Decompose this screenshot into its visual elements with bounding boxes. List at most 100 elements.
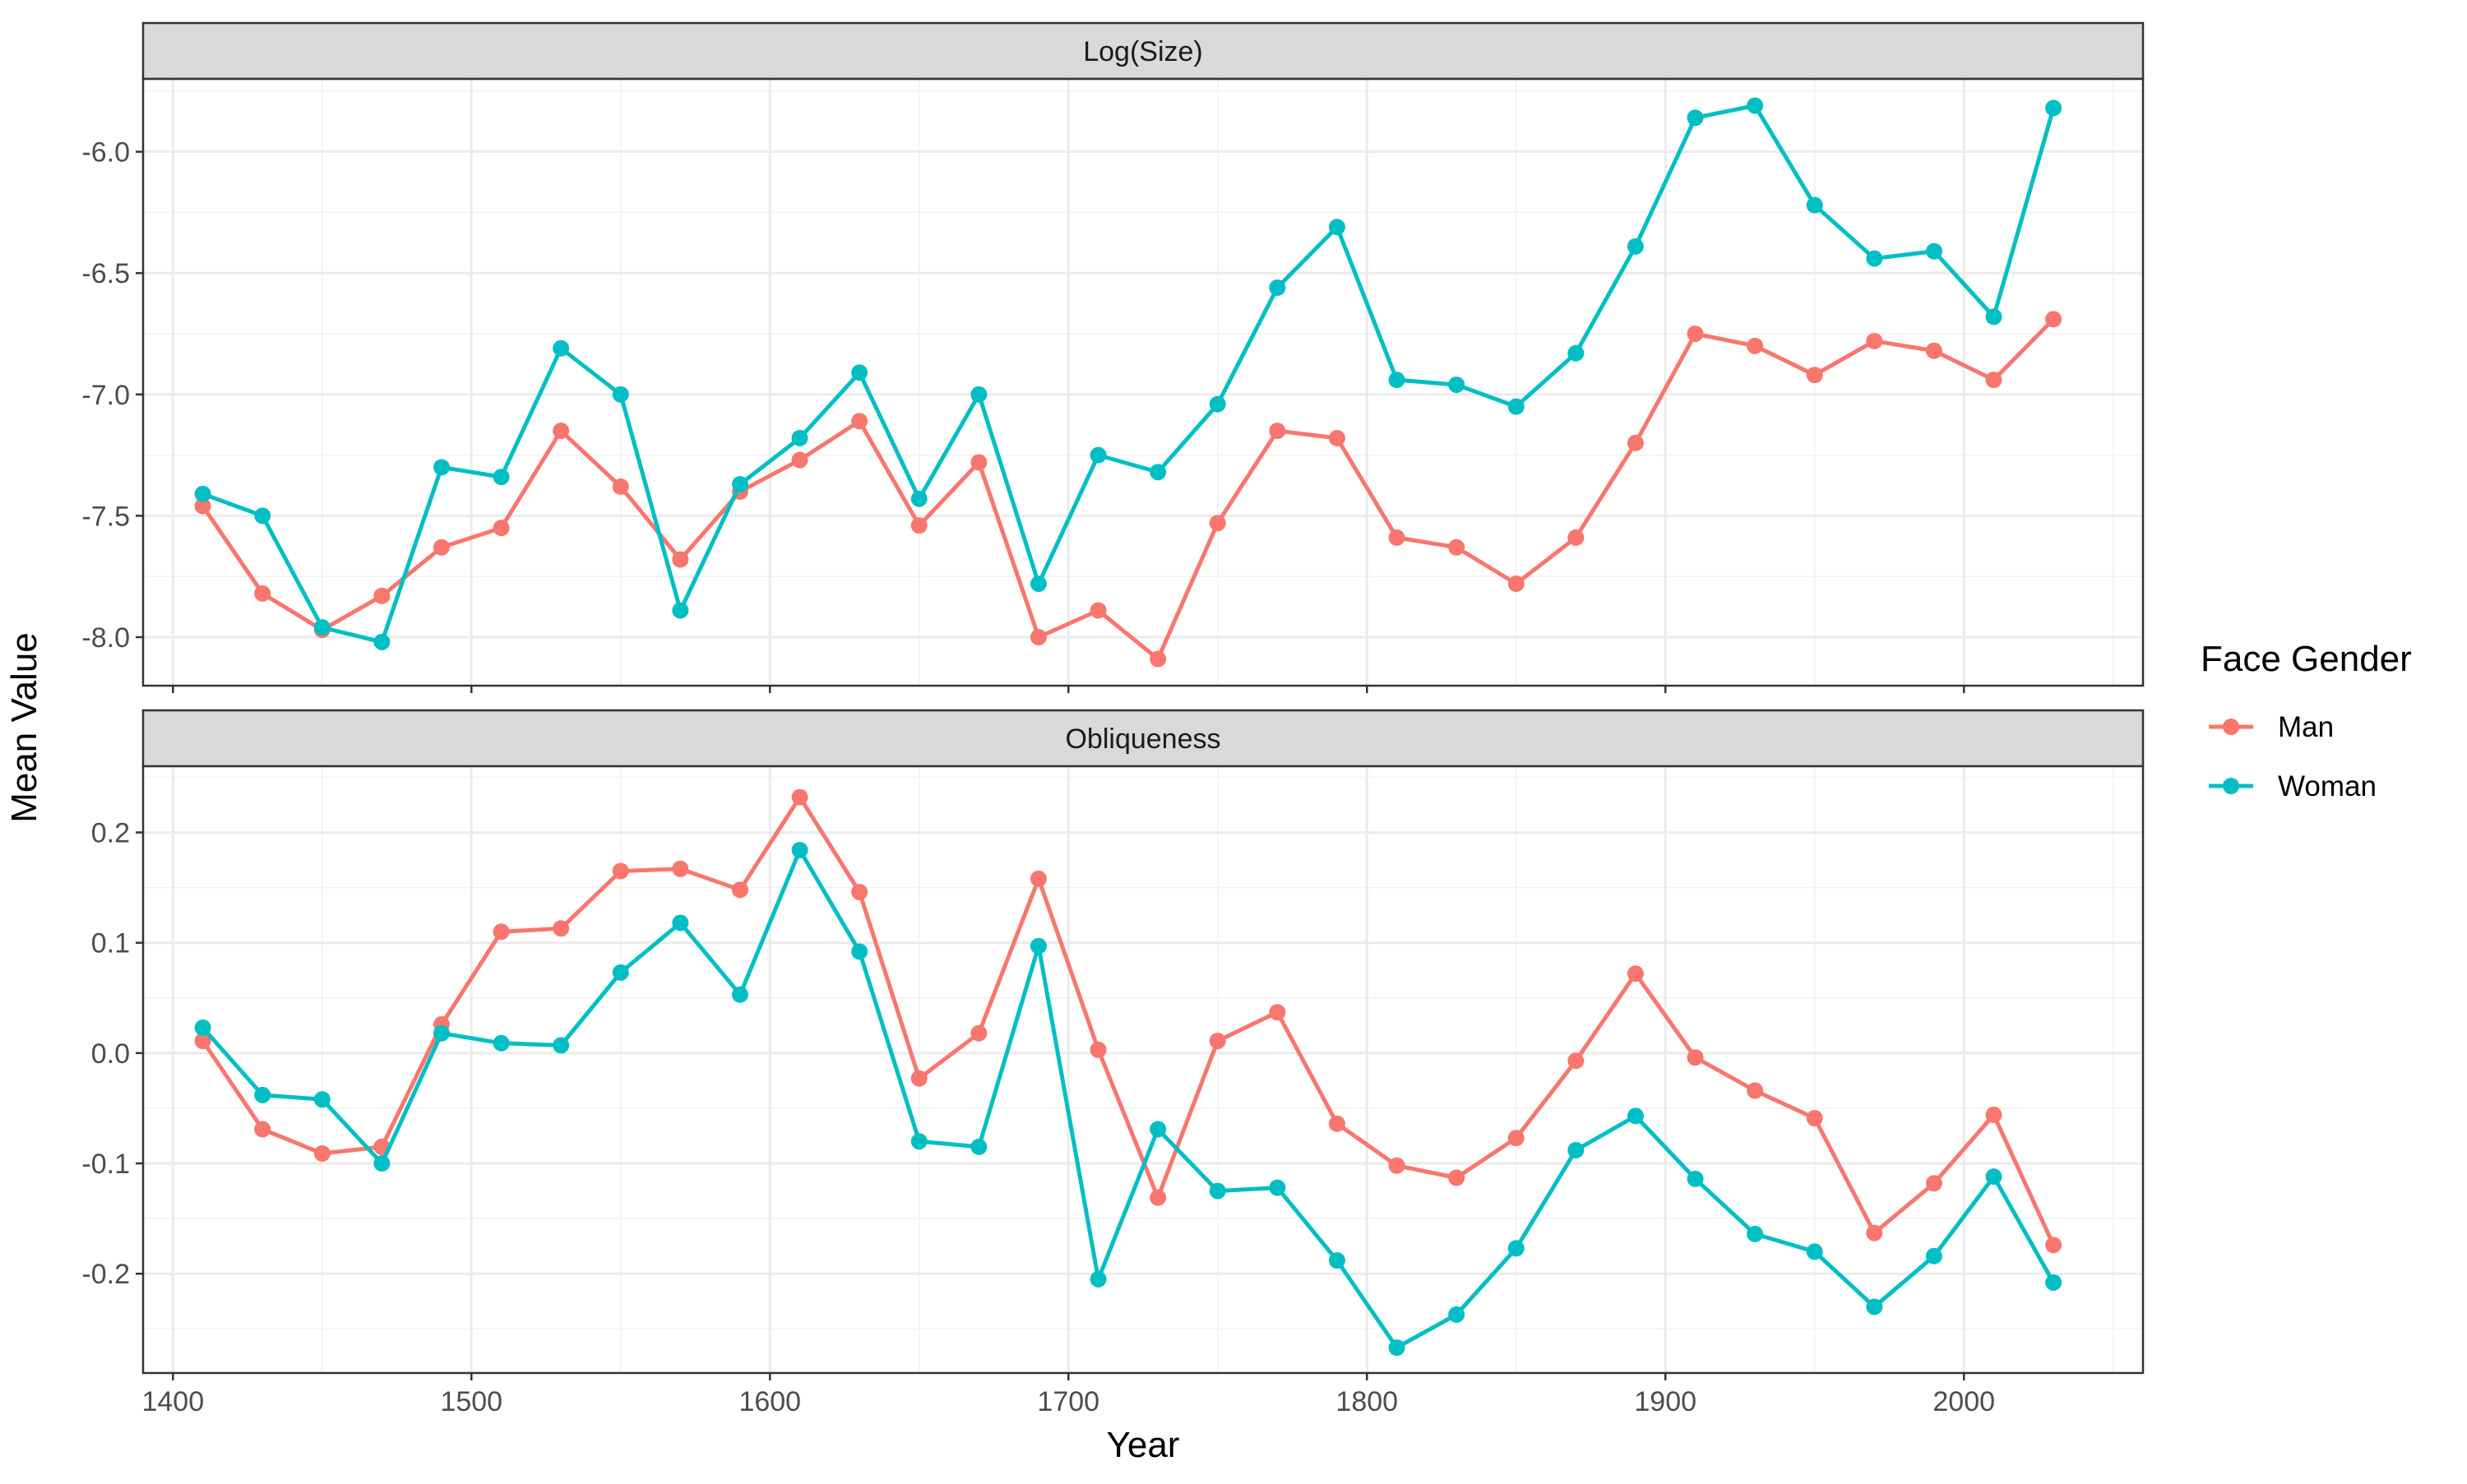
data-point-woman — [2045, 1274, 2062, 1291]
data-point-woman — [791, 429, 808, 446]
data-point-woman — [731, 475, 748, 492]
data-point-woman — [1150, 1121, 1167, 1138]
data-point-woman — [373, 1155, 391, 1172]
data-point-man — [194, 1033, 211, 1050]
data-point-man — [1507, 576, 1525, 593]
data-point-woman — [612, 386, 629, 403]
data-point-man — [1866, 332, 1883, 349]
data-point-man — [2045, 1237, 2062, 1254]
data-point-man — [1627, 434, 1644, 451]
data-point-woman — [1328, 1252, 1345, 1269]
data-point-woman — [910, 490, 928, 507]
panel-2: Obliqueness -0.2 -0.1 0.0 0.1 0.2 — [81, 709, 2145, 1380]
data-point-man — [1507, 1130, 1525, 1147]
data-point-woman — [1269, 279, 1286, 296]
data-point-man — [1328, 1115, 1345, 1132]
data-point-man — [1030, 628, 1047, 645]
x-tick-label: 1900 — [1634, 1386, 1696, 1417]
data-point-man — [970, 1024, 988, 1042]
data-point-man — [612, 478, 629, 495]
legend-title: Face Gender — [2201, 639, 2412, 679]
y-tick-label: -6.0 — [81, 137, 130, 169]
x-tick-label: 1800 — [1335, 1386, 1398, 1417]
y-tick-label: 0.2 — [91, 818, 130, 849]
data-point-man — [1209, 515, 1226, 532]
data-point-man — [910, 1070, 928, 1087]
series-woman — [194, 841, 2062, 1357]
data-point-woman — [1985, 308, 2002, 326]
legend: Face Gender Man Woman — [2201, 639, 2412, 802]
series-woman — [194, 97, 2062, 650]
data-point-man — [313, 1144, 331, 1162]
data-point-woman — [1150, 464, 1167, 481]
data-point-woman — [493, 469, 510, 486]
data-point-woman — [553, 1037, 570, 1054]
data-point-man — [1328, 429, 1345, 446]
legend-label: Woman — [2278, 770, 2377, 802]
data-point-woman — [1925, 1247, 1942, 1264]
data-point-woman — [970, 386, 988, 403]
data-point-woman — [194, 1019, 211, 1037]
data-point-woman — [1209, 1182, 1226, 1200]
data-point-woman — [1866, 250, 1883, 267]
data-point-man — [612, 862, 629, 880]
data-point-woman — [1627, 1107, 1644, 1125]
series-line-woman — [201, 104, 2056, 645]
data-point-man — [970, 454, 988, 471]
data-point-man — [791, 451, 808, 469]
data-point-woman — [433, 459, 450, 476]
y-tick-label: -7.0 — [81, 380, 130, 411]
data-point-man — [1806, 1110, 1823, 1127]
data-point-woman — [1806, 1243, 1823, 1260]
data-point-woman — [1388, 372, 1405, 389]
data-point-woman — [1328, 219, 1345, 236]
data-point-man — [1627, 965, 1644, 982]
y-tick-label: -0.2 — [81, 1259, 130, 1290]
data-point-woman — [313, 619, 331, 636]
data-point-man — [493, 520, 510, 537]
data-point-man — [1747, 337, 1764, 354]
data-point-man — [1687, 325, 1704, 342]
data-point-woman — [1030, 937, 1047, 955]
data-point-man — [1567, 529, 1585, 546]
data-point-woman — [1567, 344, 1585, 362]
x-tick-label: 1500 — [440, 1386, 502, 1417]
data-point-woman — [851, 943, 868, 960]
data-point-man — [851, 413, 868, 430]
data-point-man — [1985, 372, 2002, 389]
data-point-man — [1925, 342, 1942, 359]
data-point-man — [373, 587, 391, 604]
data-point-man — [1269, 1004, 1286, 1021]
data-point-woman — [1090, 1270, 1107, 1288]
data-point-man — [1388, 529, 1405, 546]
data-point-woman — [194, 485, 211, 502]
data-point-man — [254, 585, 271, 602]
facet-strip — [141, 709, 2145, 768]
data-point-woman — [910, 1133, 928, 1150]
data-point-man — [254, 1121, 271, 1138]
y-tick-label: -8.0 — [81, 622, 130, 654]
legend-label: Man — [2278, 711, 2334, 743]
data-point-man — [1448, 1169, 1465, 1186]
data-point-woman — [1507, 1240, 1525, 1257]
data-point-woman — [1866, 1298, 1883, 1315]
facet-title: Obliqueness — [1065, 724, 1220, 755]
legend-key-point — [2223, 778, 2239, 794]
plot-background — [143, 79, 2143, 686]
data-point-woman — [731, 986, 748, 1003]
data-point-woman — [433, 1024, 450, 1042]
x-tick-label: 2000 — [1932, 1386, 1995, 1417]
data-point-woman — [1687, 109, 1704, 127]
data-point-man — [1150, 1189, 1167, 1206]
data-point-woman — [1747, 97, 1764, 114]
data-point-man — [731, 881, 748, 899]
data-point-man — [433, 539, 450, 556]
data-point-woman — [1806, 196, 1823, 214]
data-point-man — [1925, 1175, 1942, 1192]
data-point-woman — [1985, 1168, 2002, 1186]
data-point-man — [1209, 1033, 1226, 1050]
data-point-woman — [313, 1091, 331, 1108]
data-point-woman — [851, 364, 868, 381]
